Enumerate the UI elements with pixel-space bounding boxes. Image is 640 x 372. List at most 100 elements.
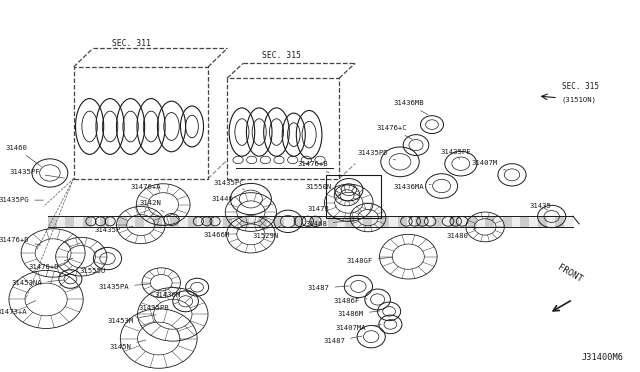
Text: 31435PB: 31435PB	[138, 303, 178, 311]
Text: 31407MA: 31407MA	[335, 325, 381, 331]
Text: J31400M6: J31400M6	[582, 353, 624, 362]
Text: 31476+D: 31476+D	[0, 237, 41, 245]
Bar	[118, 216, 127, 227]
Bar	[284, 216, 293, 227]
Bar	[564, 216, 573, 227]
Text: 31460: 31460	[5, 145, 41, 167]
Text: FRONT: FRONT	[556, 263, 584, 284]
Text: 31435PD: 31435PD	[357, 150, 396, 160]
Bar	[310, 216, 319, 227]
Bar	[337, 216, 346, 227]
Bar	[406, 216, 415, 227]
Bar	[547, 216, 556, 227]
Bar	[232, 216, 241, 227]
Text: 31476+B: 31476+B	[297, 161, 329, 173]
Bar	[258, 216, 267, 227]
Text: 31436M: 31436M	[154, 288, 191, 298]
Bar	[354, 216, 363, 227]
Bar	[520, 216, 529, 227]
Text: 31473+A: 31473+A	[0, 301, 36, 315]
Text: 31440: 31440	[212, 196, 240, 205]
Text: 31550N: 31550N	[305, 184, 338, 190]
Bar	[538, 216, 547, 227]
Bar	[196, 216, 205, 227]
Text: 31453M: 31453M	[107, 315, 156, 324]
Text: 31453NA: 31453NA	[12, 280, 65, 286]
Bar	[556, 216, 564, 227]
Bar	[380, 216, 389, 227]
Text: 31476+A: 31476+A	[131, 184, 161, 195]
Bar	[468, 216, 477, 227]
Bar	[389, 216, 398, 227]
Bar	[214, 216, 223, 227]
Bar	[485, 216, 494, 227]
Text: 31435P: 31435P	[94, 227, 133, 233]
Bar	[328, 216, 337, 227]
Bar	[433, 216, 442, 227]
Bar	[179, 216, 188, 227]
Text: 31555U: 31555U	[79, 263, 106, 274]
Text: 31529N: 31529N	[252, 225, 280, 239]
Bar	[170, 216, 179, 227]
Bar	[162, 216, 170, 227]
Bar	[241, 216, 249, 227]
Text: 3145N: 3145N	[109, 340, 146, 350]
Text: 31435PE: 31435PE	[440, 149, 471, 159]
Text: 31487: 31487	[308, 285, 349, 291]
Bar	[451, 216, 459, 227]
Bar	[477, 216, 485, 227]
Bar	[205, 216, 214, 227]
Text: 3142N: 3142N	[140, 200, 164, 212]
Bar	[293, 216, 301, 227]
Bar	[100, 216, 109, 227]
Bar	[74, 216, 83, 227]
Text: 3148GF: 3148GF	[346, 257, 393, 264]
Bar	[301, 216, 310, 227]
Bar	[529, 216, 538, 227]
Bar	[415, 216, 424, 227]
Bar	[372, 216, 380, 227]
Bar	[326, 175, 381, 218]
Text: 31468: 31468	[306, 221, 355, 227]
Bar	[346, 216, 354, 227]
Text: SEC. 315: SEC. 315	[262, 51, 301, 60]
Text: (3151ON): (3151ON)	[562, 97, 597, 103]
Bar	[227, 78, 339, 179]
Text: 31435PC: 31435PC	[214, 180, 244, 190]
Bar	[223, 216, 232, 227]
Text: 31435PF: 31435PF	[9, 169, 65, 178]
Text: 31466M: 31466M	[203, 232, 236, 238]
Text: 31435: 31435	[530, 203, 552, 210]
Bar	[249, 216, 258, 227]
Text: 31435PG: 31435PG	[0, 197, 44, 203]
Bar	[74, 67, 208, 179]
Bar	[144, 216, 153, 227]
Text: 31436MB: 31436MB	[393, 100, 428, 115]
Bar	[511, 216, 520, 227]
Bar	[424, 216, 433, 227]
Bar	[83, 216, 92, 227]
Bar	[275, 216, 284, 227]
Text: 31487: 31487	[323, 336, 362, 344]
Bar	[109, 216, 118, 227]
Text: 31480: 31480	[447, 228, 476, 239]
Bar	[136, 216, 144, 227]
Text: 31435PA: 31435PA	[99, 284, 151, 290]
Bar	[494, 216, 503, 227]
Bar	[459, 216, 468, 227]
Bar	[65, 216, 74, 227]
Text: SEC. 315: SEC. 315	[562, 81, 599, 90]
Bar	[442, 216, 451, 227]
Text: SEC. 311: SEC. 311	[112, 39, 151, 48]
Bar	[188, 216, 196, 227]
Bar	[127, 216, 136, 227]
Bar	[503, 216, 511, 227]
Bar	[92, 216, 100, 227]
Bar	[363, 216, 372, 227]
Bar	[398, 216, 406, 227]
Text: 31476+D: 31476+D	[28, 258, 73, 270]
Bar	[153, 216, 162, 227]
Text: 31473: 31473	[308, 206, 337, 212]
Text: 31407M: 31407M	[472, 160, 506, 170]
Text: 31486M: 31486M	[337, 311, 380, 317]
